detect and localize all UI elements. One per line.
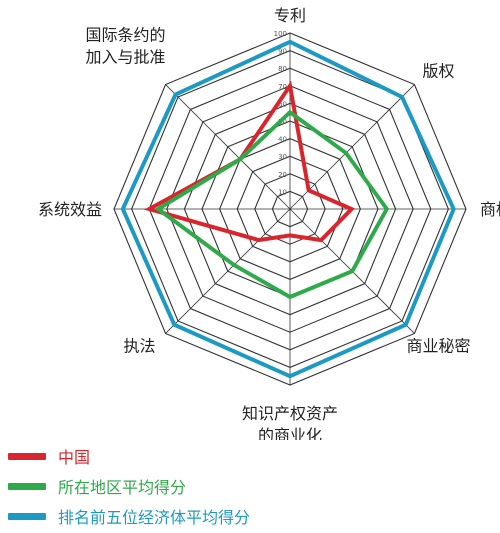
legend: 中国 所在地区平均得分 排名前五位经济体平均得分: [8, 443, 250, 533]
tick-label-20: 20: [278, 171, 287, 179]
series-1-point-3: [350, 269, 354, 273]
legend-label-china: 中国: [58, 448, 91, 467]
series-2-point-1: [400, 95, 404, 99]
series-0-line: [143, 80, 356, 243]
series-2-point-6: [121, 207, 125, 211]
legend-item-top5: 排名前五位经济体平均得分: [8, 503, 250, 529]
axis-label-1-line-0: 版权: [422, 62, 454, 81]
series-1-point-2: [385, 207, 389, 211]
axis-label-4-line-1: 的商业化: [258, 426, 322, 440]
series-2-point-5: [172, 323, 176, 327]
axis-label-4: 知识产权资产的商业化: [242, 404, 338, 440]
series-0-point-1: [307, 188, 311, 192]
series-0-point-3: [319, 238, 323, 242]
series-2-point-2: [452, 207, 456, 211]
tick-label-30: 30: [278, 153, 287, 161]
spoke-5: [165, 208, 291, 334]
axis-label-1: 版权: [422, 62, 454, 81]
tick-label-90: 90: [278, 48, 287, 56]
spoke-7: [165, 84, 291, 210]
series-2-point-0: [288, 40, 292, 44]
spoke-1: [289, 84, 415, 210]
axis-label-6: 系统效益: [38, 200, 102, 219]
axis-label-7-line-0: 国际条约的: [86, 26, 166, 45]
tick-label-10: 10: [278, 188, 287, 196]
series-2-point-3: [404, 323, 408, 327]
axis-label-3: 商业秘密: [406, 336, 470, 355]
tick-label-40: 40: [278, 136, 287, 144]
axis-label-7-line-1: 加入与批准: [86, 48, 166, 67]
series-2-point-4: [288, 374, 292, 378]
series-0-point-4: [288, 233, 292, 237]
legend-item-region: 所在地区平均得分: [8, 473, 250, 499]
axis-label-4-line-0: 知识产权资产: [242, 404, 338, 423]
legend-swatch-china: [8, 452, 46, 460]
legend-swatch-region: [8, 482, 46, 490]
legend-item-china: 中国: [8, 443, 250, 469]
tick-label-80: 80: [278, 65, 287, 73]
axis-label-5: 执法: [124, 336, 156, 355]
axis-label-2-line-0: 商标: [480, 200, 500, 219]
series-0-point-5: [257, 238, 261, 242]
tick-label-60: 60: [278, 100, 287, 108]
series-0-point-0: [288, 84, 292, 88]
tick-label-100: 100: [274, 30, 287, 38]
series-1-point-0: [288, 110, 292, 114]
axis-label-7: 国际条约的加入与批准: [86, 26, 166, 67]
axis-label-0-line-0: 专利: [274, 6, 306, 25]
axis-label-2: 商标: [480, 200, 500, 219]
legend-label-region: 所在地区平均得分: [58, 478, 187, 497]
axis-label-3-line-0: 商业秘密: [406, 336, 470, 355]
series-1-point-7: [238, 157, 242, 161]
axis-label-6-line-0: 系统效益: [38, 200, 102, 219]
series-0-point-6: [147, 207, 151, 211]
series-0-point-2: [350, 207, 354, 211]
legend-label-top5: 排名前五位经济体平均得分: [58, 508, 251, 527]
tick-label-50: 50: [278, 118, 287, 126]
tick-label-70: 70: [278, 83, 287, 91]
radar-chart: 10 20 30 40 50 60 70 80 90 100 专利版权商标商业秘密知识产权资产的商业…: [38, 6, 500, 440]
series-1-point-6: [156, 207, 160, 211]
legend-swatch-top5: [8, 512, 46, 520]
axis-label-0: 专利: [274, 6, 306, 25]
series-1-point-5: [232, 263, 236, 267]
series-1-point-4: [288, 295, 292, 299]
series-1-point-1: [344, 151, 348, 155]
axis-label-5-line-0: 执法: [124, 336, 156, 355]
series-2-point-7: [174, 93, 178, 97]
